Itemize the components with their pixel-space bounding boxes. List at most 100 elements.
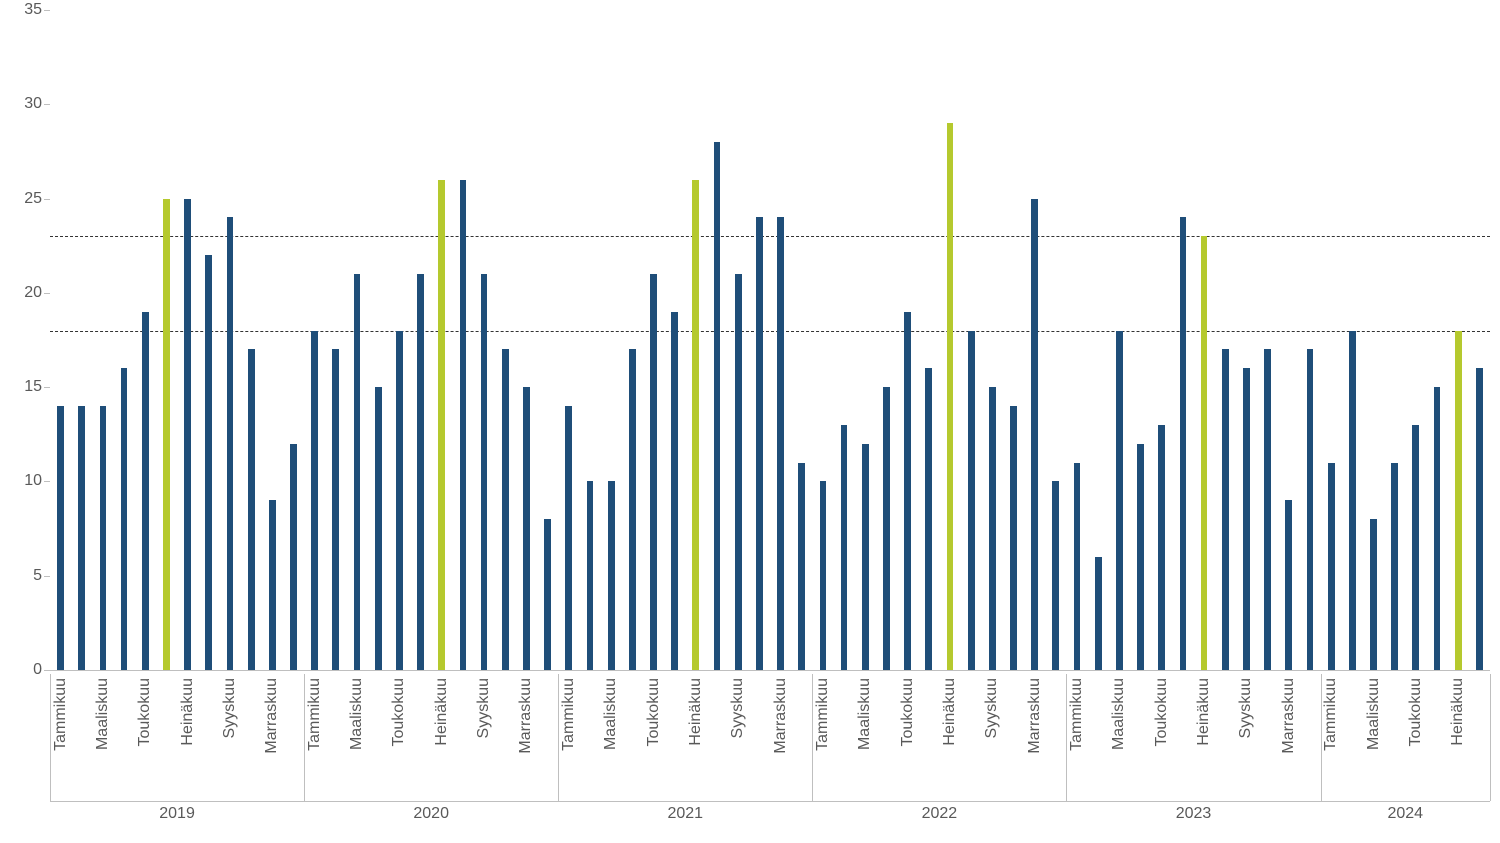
- bar: [375, 387, 382, 670]
- x-axis-month-label: Tammikuu: [306, 678, 324, 751]
- x-axis-year-label: 2023: [1176, 805, 1212, 823]
- x-axis-month-label: Maaliskuu: [94, 678, 112, 750]
- x-axis-month-label: Maaliskuu: [1365, 678, 1383, 750]
- year-group-underline: [50, 801, 304, 802]
- bar: [650, 274, 657, 670]
- bar: [544, 519, 551, 670]
- y-axis-tick: [44, 293, 50, 294]
- x-axis-month-label: Syyskuu: [1237, 678, 1255, 738]
- year-group-underline: [1066, 801, 1320, 802]
- x-axis-month-label: Syyskuu: [983, 678, 1001, 738]
- bar: [1328, 463, 1335, 670]
- x-axis-month-label: Syyskuu: [475, 678, 493, 738]
- x-axis-year-label: 2024: [1387, 805, 1423, 823]
- bar: [1476, 368, 1483, 670]
- x-axis-month-label: Syyskuu: [729, 678, 747, 738]
- bar: [1222, 349, 1229, 670]
- x-axis-month-label: Tammikuu: [1322, 678, 1340, 751]
- bar: [57, 406, 64, 670]
- x-axis-month-label: Toukokuu: [899, 678, 917, 747]
- bar: [1412, 425, 1419, 670]
- bar: [354, 274, 361, 670]
- x-axis-month-label: Heinäkuu: [1449, 678, 1467, 746]
- x-axis-month-label: Marraskuu: [517, 678, 535, 754]
- y-axis-tick: [44, 481, 50, 482]
- x-axis-year-label: 2019: [159, 805, 195, 823]
- bar: [78, 406, 85, 670]
- bar: [947, 123, 954, 670]
- bar: [1137, 444, 1144, 670]
- bar: [862, 444, 869, 670]
- bar: [904, 312, 911, 670]
- bar: [1349, 331, 1356, 670]
- x-axis-month-label: Heinäkuu: [1195, 678, 1213, 746]
- reference-line: [50, 331, 1490, 332]
- bar: [1180, 217, 1187, 670]
- bar: [460, 180, 467, 670]
- x-axis-month-label: Heinäkuu: [433, 678, 451, 746]
- x-axis-month-label: Tammikuu: [814, 678, 832, 751]
- y-axis-tick: [44, 10, 50, 11]
- x-axis-month-label: Heinäkuu: [687, 678, 705, 746]
- year-group-divider: [558, 674, 559, 801]
- bar: [100, 406, 107, 670]
- bar: [396, 331, 403, 670]
- bar: [565, 406, 572, 670]
- bar: [989, 387, 996, 670]
- bar: [481, 274, 488, 670]
- bar: [248, 349, 255, 670]
- bar: [1010, 406, 1017, 670]
- bar: [417, 274, 424, 670]
- year-group-underline: [304, 801, 558, 802]
- bar: [777, 217, 784, 670]
- x-axis-month-label: Toukokuu: [1153, 678, 1171, 747]
- x-axis-month-label: Maaliskuu: [1110, 678, 1128, 750]
- bar: [523, 387, 530, 670]
- bar: [925, 368, 932, 670]
- x-axis-month-label: Marraskuu: [772, 678, 790, 754]
- bar: [1391, 463, 1398, 670]
- x-axis-month-label: Marraskuu: [1280, 678, 1298, 754]
- x-axis-year-label: 2021: [667, 805, 703, 823]
- x-axis-month-label: Toukokuu: [136, 678, 154, 747]
- bar: [1031, 199, 1038, 670]
- bar: [1158, 425, 1165, 670]
- monthly-bar-chart: 05101520253035 Tammikuu Maaliskuu Toukokuu H…: [0, 0, 1500, 843]
- bar: [756, 217, 763, 670]
- x-axis-month-label: Toukokuu: [645, 678, 663, 747]
- bar: [227, 217, 234, 670]
- bar: [841, 425, 848, 670]
- year-group-underline: [558, 801, 812, 802]
- year-group-underline: [812, 801, 1066, 802]
- x-axis-month-label: Heinäkuu: [179, 678, 197, 746]
- bar: [629, 349, 636, 670]
- bar: [121, 368, 128, 670]
- x-axis-year-label: 2022: [922, 805, 958, 823]
- bar: [1455, 331, 1462, 670]
- bar: [714, 142, 721, 670]
- y-axis-tick: [44, 104, 50, 105]
- year-group-divider: [1066, 674, 1067, 801]
- x-axis-month-label: Marraskuu: [263, 678, 281, 754]
- x-axis-month-label: Toukokuu: [390, 678, 408, 747]
- bar: [438, 180, 445, 670]
- y-axis-tick: [44, 199, 50, 200]
- bar: [1052, 481, 1059, 670]
- bar: [735, 274, 742, 670]
- bar: [1243, 368, 1250, 670]
- bar: [205, 255, 212, 670]
- y-axis-tick: [44, 387, 50, 388]
- bar: [968, 331, 975, 670]
- x-axis-area: Tammikuu Maaliskuu Toukokuu Heinäkuu Syyskuu…: [50, 670, 1490, 843]
- bar: [311, 331, 318, 670]
- x-axis-month-label: Marraskuu: [1026, 678, 1044, 754]
- bar: [163, 199, 170, 670]
- bar: [332, 349, 339, 670]
- bar: [608, 481, 615, 670]
- bar: [883, 387, 890, 670]
- plot-area: 05101520253035: [50, 10, 1490, 670]
- year-group-divider: [1490, 674, 1491, 801]
- year-group-divider: [50, 674, 51, 801]
- x-axis-month-label: Tammikuu: [52, 678, 70, 751]
- bar: [820, 481, 827, 670]
